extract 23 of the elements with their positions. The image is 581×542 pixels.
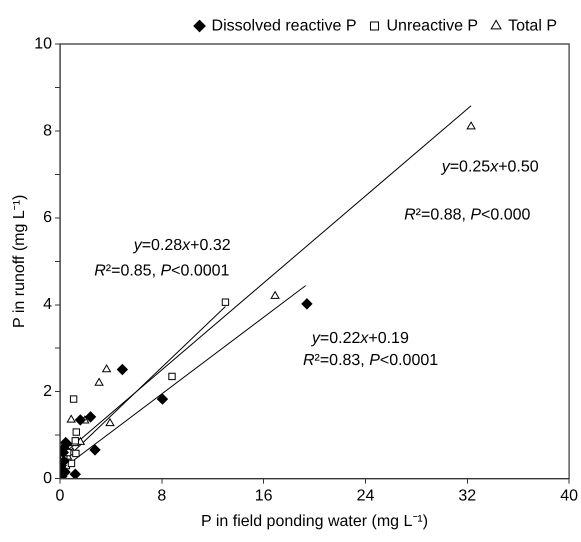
annotation: y=0.28x+0.32 <box>132 237 231 254</box>
y-tick-label: 2 <box>43 383 52 400</box>
x-tick-label: 16 <box>254 488 273 505</box>
y-tick-label: 6 <box>43 209 52 226</box>
x-tick-label: 32 <box>458 488 476 505</box>
annotation: R²=0.83, P<0.0001 <box>302 352 438 369</box>
x-tick-label: 40 <box>560 488 578 505</box>
y-tick-label: 0 <box>43 470 52 488</box>
annotation: y=0.25x+0.50 <box>440 158 539 176</box>
y-tick-label: 10 <box>34 35 52 52</box>
x-tick-label: 24 <box>356 488 374 505</box>
x-axis-title: P in field ponding water (mg L⁻¹) <box>201 512 428 530</box>
y-tick-label: 8 <box>43 122 52 140</box>
y-axis-title: P in runoff (mg L⁻¹) <box>11 194 28 328</box>
x-tick-label: 8 <box>157 488 166 505</box>
legend-label: Dissolved reactive P <box>212 17 356 34</box>
x-tick-label: 0 <box>56 488 65 505</box>
annotation: y=0.22x+0.19 <box>310 330 409 348</box>
legend-label: Total P <box>508 17 558 34</box>
annotation: R²=0.85, P<0.0001 <box>94 262 230 280</box>
annotation: R²=0.88, P<0.000 <box>404 206 531 224</box>
legend-label: Unreactive P <box>386 17 478 34</box>
y-tick-label: 4 <box>43 296 52 314</box>
